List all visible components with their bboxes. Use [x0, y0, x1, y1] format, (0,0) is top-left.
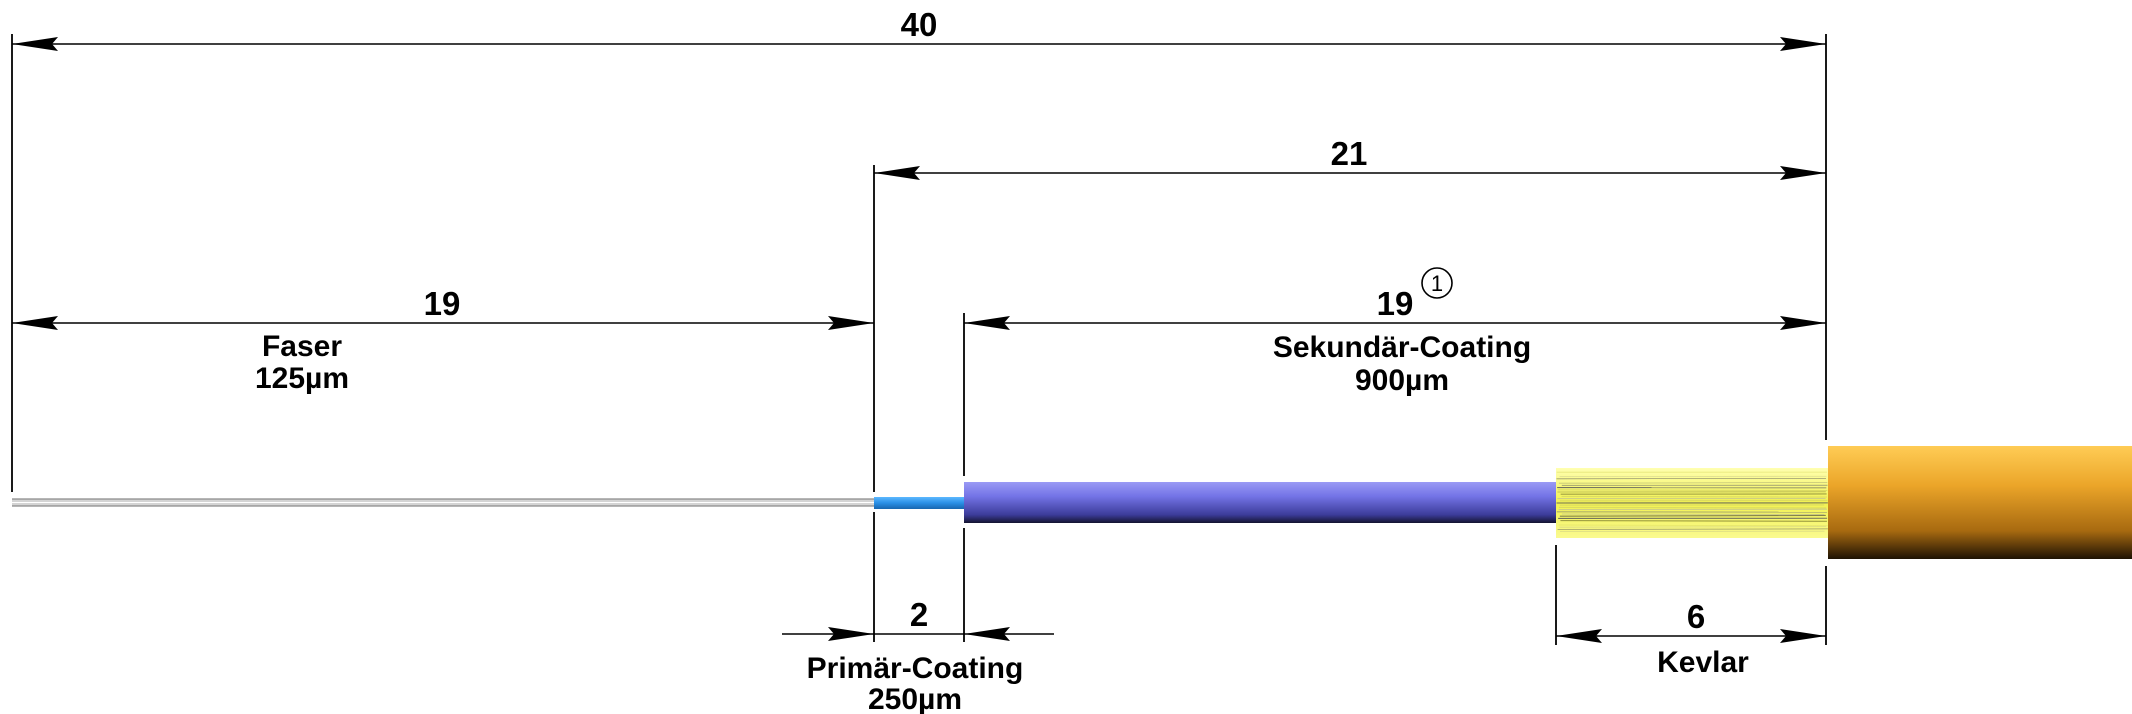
- bare-fiber: [12, 498, 874, 507]
- primary-coating: [874, 497, 964, 509]
- kevlar-strand: [1557, 528, 1828, 530]
- kevlar-strand: [1561, 513, 1825, 516]
- dimension-secondary: [964, 316, 1826, 330]
- extension-lines: [11, 34, 1827, 645]
- kevlar-strand: [1559, 526, 1827, 528]
- dimension-primary: [782, 627, 1054, 641]
- secondary-coating: [964, 482, 1558, 523]
- label-secondary-size: 900µm: [1355, 364, 1449, 397]
- note-marker: 1: [1421, 267, 1453, 299]
- dim-value-secondary: 19: [1377, 285, 1414, 322]
- label-fiber-name: Faser: [262, 330, 342, 363]
- label-primary-name: Primär-Coating: [807, 652, 1024, 685]
- dimension-upper-right: [874, 166, 1826, 180]
- dim-value-kevlar: 6: [1687, 598, 1705, 635]
- kevlar-strand: [1557, 489, 1828, 492]
- kevlar-strand: [1559, 514, 1826, 517]
- dim-value-upper-right: 21: [1331, 135, 1368, 172]
- outer-jacket: [1828, 446, 2132, 559]
- dimension-kevlar: [1556, 629, 1826, 643]
- note-marker-number: 1: [1431, 271, 1443, 296]
- label-primary-size: 250µm: [868, 683, 962, 714]
- label-fiber-size: 125µm: [255, 362, 349, 395]
- dimension-fiber: [12, 316, 874, 330]
- kevlar-strand: [1558, 524, 1828, 527]
- kevlar-strand: [1558, 482, 1828, 484]
- kevlar-strand: [1558, 506, 1827, 509]
- dim-value-primary: 2: [910, 596, 928, 633]
- dimension-total: [12, 37, 1826, 51]
- dim-value-total: 40: [901, 6, 938, 43]
- kevlar-yarn: [1556, 468, 1828, 538]
- label-kevlar-name: Kevlar: [1657, 646, 1749, 679]
- kevlar-strand: [1561, 495, 1828, 498]
- kevlar-strand: [1560, 520, 1827, 522]
- label-secondary-name: Sekundär-Coating: [1273, 331, 1531, 364]
- dim-value-fiber: 19: [424, 285, 461, 322]
